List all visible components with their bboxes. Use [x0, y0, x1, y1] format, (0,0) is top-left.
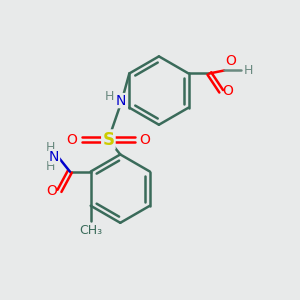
Text: S: S: [102, 130, 114, 148]
Text: CH₃: CH₃: [79, 224, 102, 237]
Text: O: O: [226, 53, 236, 68]
Text: H: H: [46, 141, 55, 154]
Text: O: O: [223, 84, 234, 98]
Text: H: H: [244, 64, 253, 77]
Text: H: H: [46, 160, 55, 173]
Text: N: N: [49, 150, 59, 164]
Text: N: N: [115, 94, 125, 108]
Text: O: O: [46, 184, 57, 198]
Text: O: O: [66, 133, 77, 147]
Text: H: H: [105, 90, 114, 103]
Text: O: O: [140, 133, 151, 147]
